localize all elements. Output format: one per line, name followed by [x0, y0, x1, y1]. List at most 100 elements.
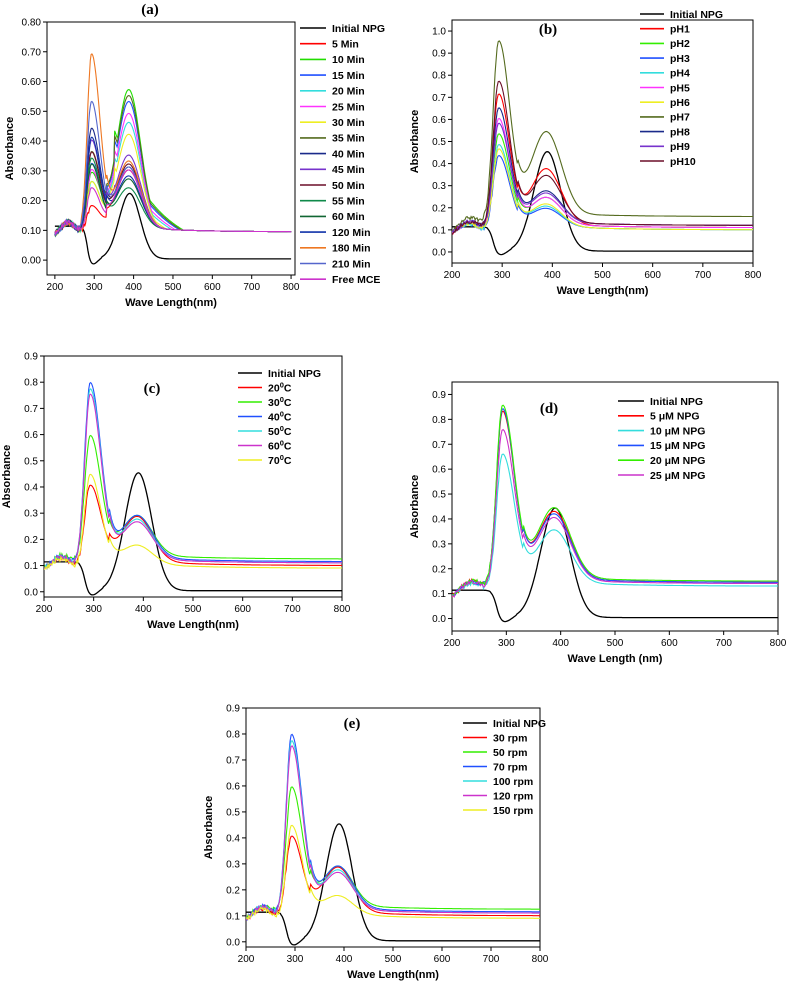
- y-axis-label: Absorbance: [409, 110, 421, 174]
- legend-label: pH4: [670, 68, 690, 80]
- y-tick-label: 0.0: [432, 614, 446, 625]
- y-tick-label: 0.5: [432, 137, 446, 148]
- series-line: [246, 786, 540, 920]
- legend-label: pH6: [670, 97, 690, 109]
- legend-label: 25 Min: [332, 101, 365, 113]
- x-tick-label: 500: [185, 604, 202, 615]
- y-tick-label: 0.30: [22, 166, 42, 177]
- panel-label: (c): [144, 381, 161, 397]
- y-tick-label: 0.2: [432, 203, 446, 214]
- y-tick-label: 0.4: [432, 514, 446, 525]
- x-axis-label: Wave Length (nm): [568, 653, 663, 665]
- legend-label: 120 rpm: [493, 790, 533, 802]
- x-tick-label: 500: [607, 638, 624, 649]
- legend-label: 50 rpm: [493, 747, 527, 759]
- series-line: [54, 151, 292, 234]
- legend-label: 55 Min: [332, 196, 365, 208]
- x-tick-label: 800: [770, 638, 787, 649]
- legend-label: Initial NPG: [332, 23, 385, 35]
- y-tick-label: 0.70: [22, 47, 42, 58]
- panel-label: (b): [539, 22, 557, 38]
- y-tick-label: 0.7: [24, 404, 38, 415]
- y-tick-label: 0.50: [22, 107, 42, 118]
- y-tick-label: 0.0: [226, 937, 240, 948]
- legend-label: Initial NPG: [650, 396, 703, 408]
- y-tick-label: 0.1: [226, 911, 240, 922]
- legend-label: 200C: [268, 380, 292, 394]
- x-axis-label: Wave Length(nm): [147, 619, 239, 631]
- legend-label: 210 Min: [332, 258, 371, 270]
- y-tick-label: 0.10: [22, 226, 42, 237]
- legend-label: 15 Min: [332, 70, 365, 82]
- legend-label: 150 rpm: [493, 805, 533, 817]
- y-tick-label: 0.0: [432, 247, 446, 258]
- series-line: [246, 745, 540, 921]
- x-tick-label: 200: [238, 954, 255, 965]
- legend-label: 70 rpm: [493, 761, 527, 773]
- series-line: [452, 148, 753, 234]
- series-line: [452, 155, 753, 234]
- y-axis-label: Absorbance: [409, 475, 421, 539]
- y-tick-label: 0.5: [226, 807, 240, 818]
- x-axis-label: Wave Length(nm): [125, 297, 217, 309]
- legend-label: Initial NPG: [493, 718, 546, 730]
- series-line: [54, 192, 292, 265]
- legend-label: 20 μM NPG: [650, 455, 705, 467]
- series-line: [44, 434, 342, 570]
- legend-label: 25 μM NPG: [650, 470, 705, 482]
- y-tick-label: 0.7: [226, 755, 240, 766]
- series-line: [452, 453, 778, 598]
- legend-label: 600C: [268, 438, 292, 452]
- x-tick-label: 700: [284, 604, 301, 615]
- y-tick-label: 0.2: [24, 535, 38, 546]
- y-axis-label: Absorbance: [1, 445, 13, 509]
- y-tick-label: 0.4: [432, 159, 446, 170]
- y-tick-label: 0.6: [432, 465, 446, 476]
- series-line: [246, 733, 540, 921]
- x-tick-label: 200: [36, 604, 53, 615]
- legend-label: pH2: [670, 38, 690, 50]
- plot-frame: [46, 21, 296, 276]
- series-line: [452, 507, 778, 623]
- y-tick-label: 0.7: [432, 93, 446, 104]
- x-tick-label: 500: [594, 270, 611, 281]
- series-line: [452, 117, 753, 235]
- legend-label: 5 Min: [332, 39, 359, 51]
- x-tick-label: 500: [385, 954, 402, 965]
- legend-label: 500C: [268, 424, 292, 438]
- x-tick-label: 300: [498, 638, 515, 649]
- x-tick-label: 600: [234, 604, 251, 615]
- legend-label: 10 μM NPG: [650, 425, 705, 437]
- legend-label: 400C: [268, 409, 292, 423]
- panel-label: (a): [141, 2, 159, 18]
- legend-label: 40 Min: [332, 148, 365, 160]
- series-line: [452, 40, 753, 233]
- x-tick-label: 400: [544, 270, 561, 281]
- x-tick-label: 200: [47, 282, 64, 293]
- y-tick-label: 0.5: [432, 490, 446, 501]
- y-tick-label: 0.9: [226, 704, 240, 715]
- y-tick-label: 0.8: [226, 729, 240, 740]
- x-tick-label: 600: [204, 282, 221, 293]
- y-tick-label: 0.3: [432, 181, 446, 192]
- x-tick-label: 700: [694, 270, 711, 281]
- y-tick-label: 0.40: [22, 137, 42, 148]
- y-tick-label: 0.3: [226, 859, 240, 870]
- legend-label: 30 rpm: [493, 732, 527, 744]
- y-tick-label: 0.9: [432, 390, 446, 401]
- legend-label: 35 Min: [332, 133, 365, 145]
- legend-label: pH8: [670, 126, 690, 138]
- y-tick-label: 0.20: [22, 196, 42, 207]
- x-tick-label: 500: [165, 282, 182, 293]
- x-tick-label: 300: [494, 270, 511, 281]
- legend-label: 60 Min: [332, 211, 365, 223]
- y-tick-label: 0.80: [22, 18, 42, 29]
- series-line: [246, 823, 540, 946]
- x-tick-label: 400: [125, 282, 142, 293]
- x-tick-label: 800: [334, 604, 351, 615]
- y-tick-label: 0.2: [226, 885, 240, 896]
- series-line: [246, 824, 540, 921]
- series-line: [44, 472, 342, 596]
- y-tick-label: 0.4: [226, 833, 240, 844]
